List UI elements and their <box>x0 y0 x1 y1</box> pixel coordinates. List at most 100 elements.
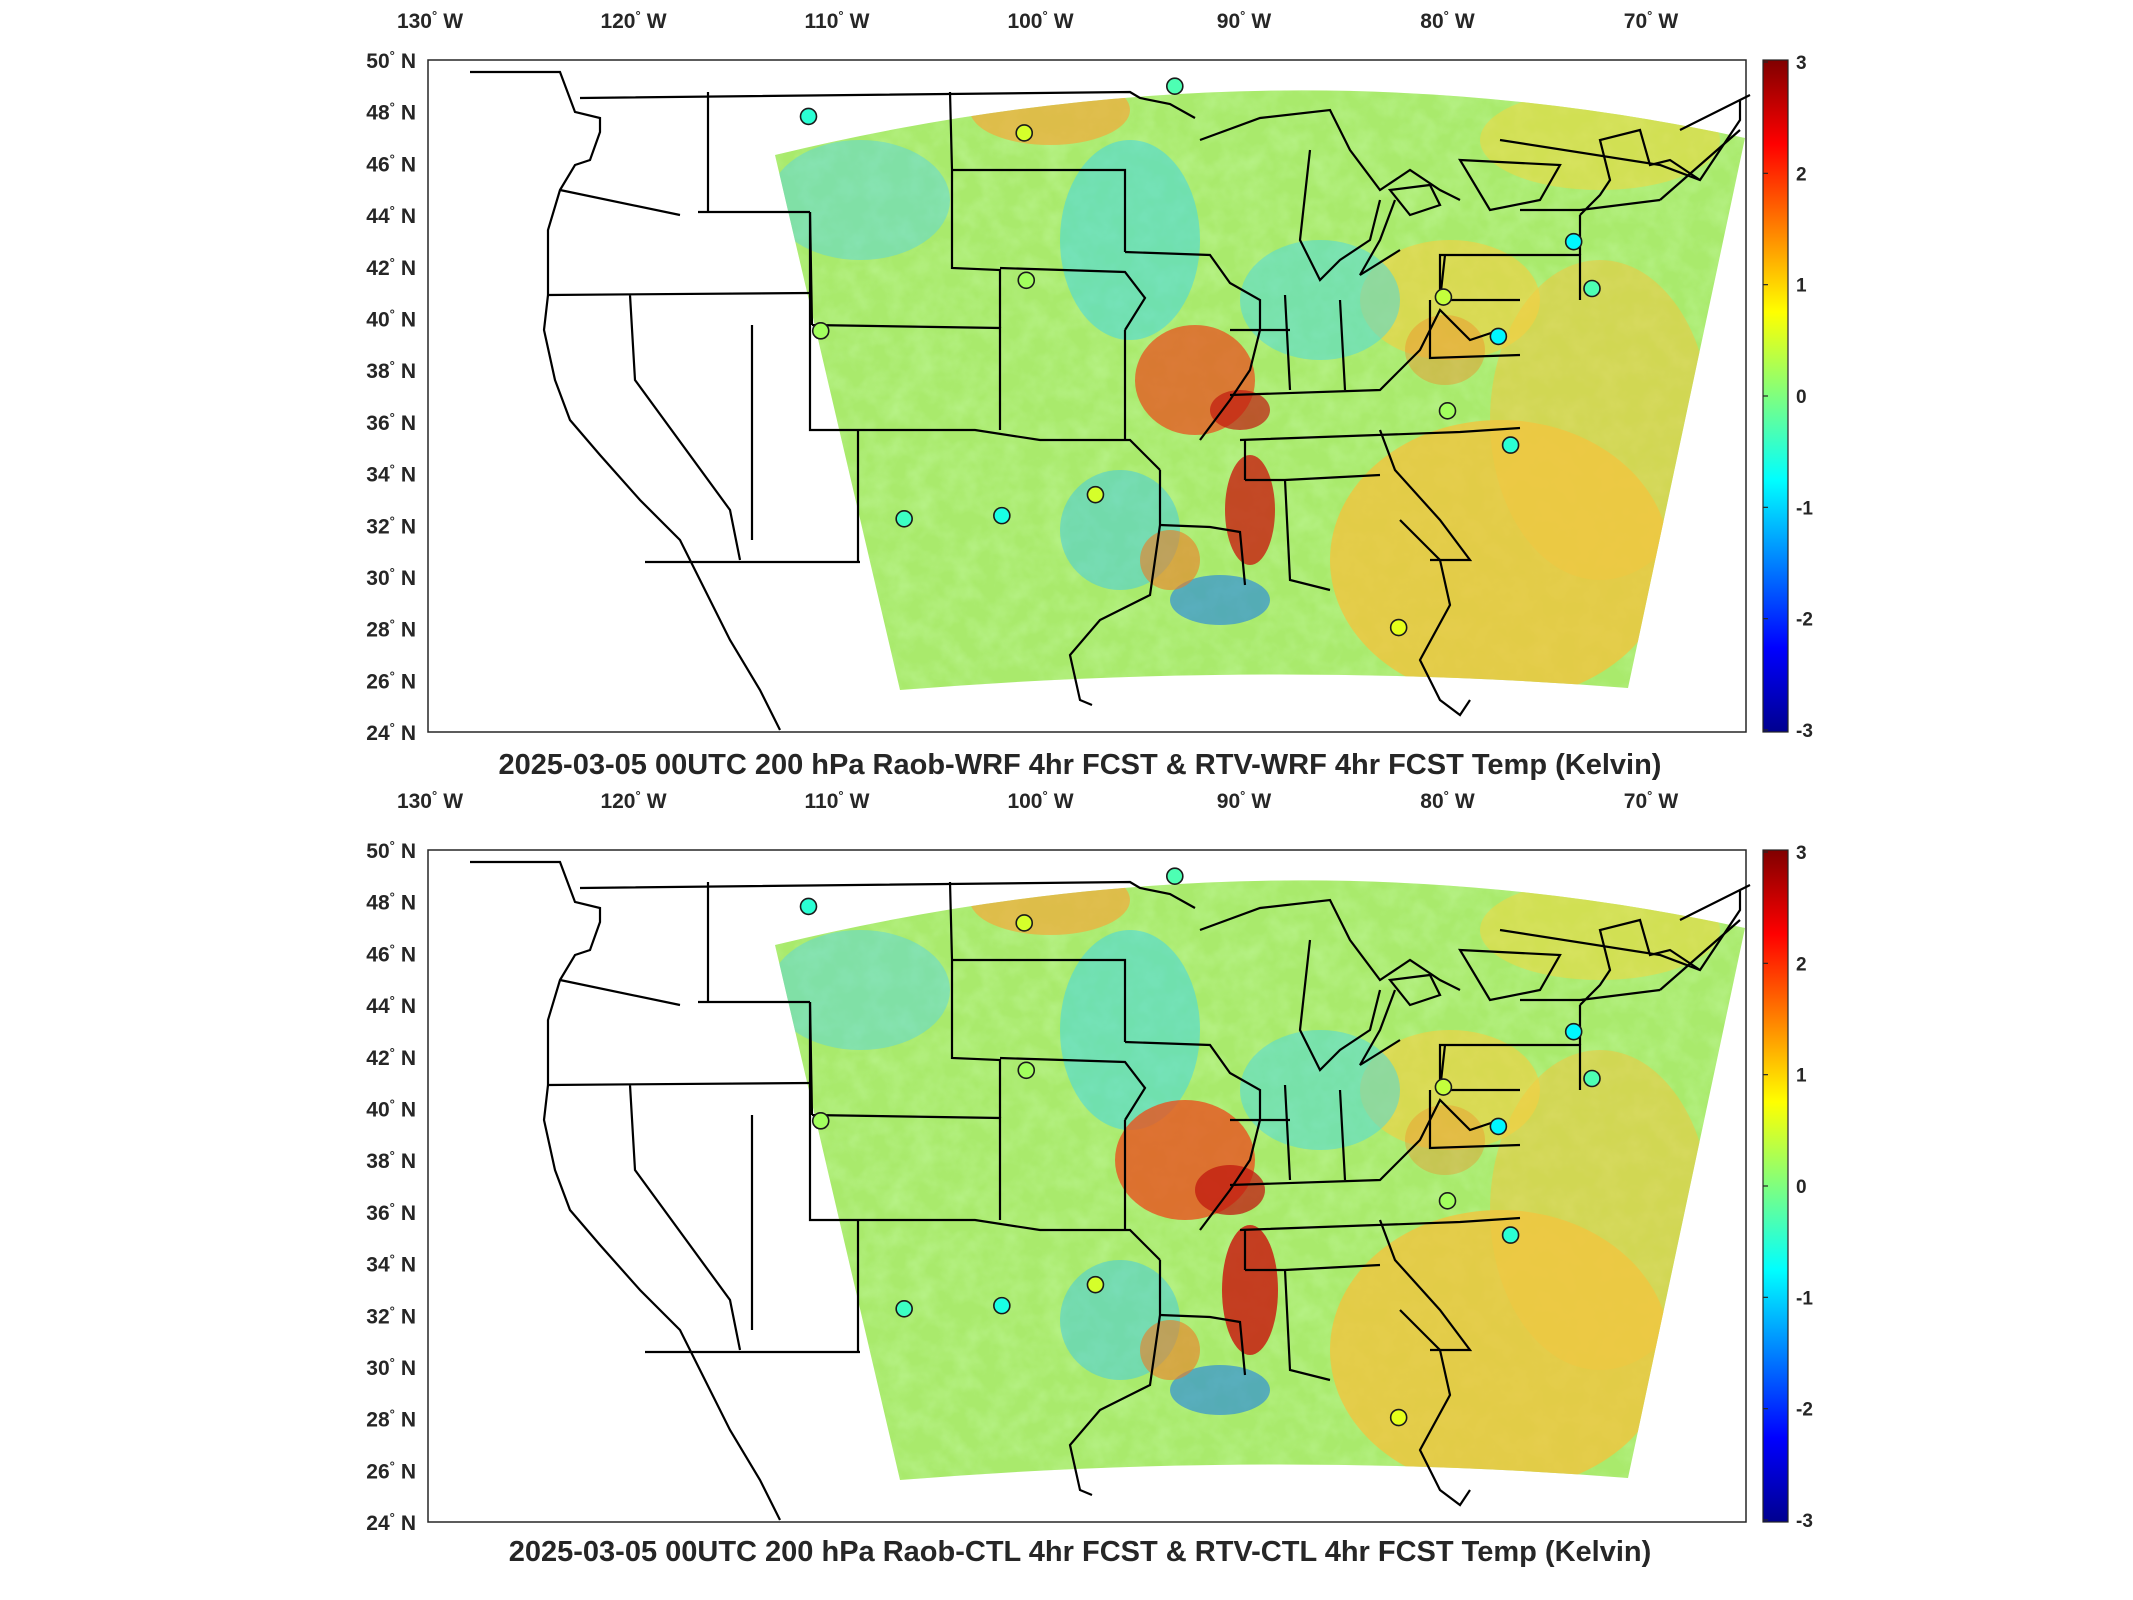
colorbar-tick-label: -2 <box>1796 1400 1813 1421</box>
raob-station-marker <box>1489 1117 1508 1136</box>
colorbar-tick-label: -1 <box>1796 1288 1813 1309</box>
lat-degree: 50 <box>366 840 389 863</box>
lat-label: 44° N <box>366 993 416 1018</box>
raob-station-marker <box>895 509 913 528</box>
lat-hemisphere: N <box>401 1150 416 1173</box>
raob-station-marker <box>1086 1275 1105 1294</box>
lat-label: 32° N <box>366 513 416 538</box>
lat-label: 38° N <box>366 1148 416 1173</box>
degree-symbol: ° <box>1240 8 1245 23</box>
lat-label: 50° N <box>366 48 416 73</box>
lat-hemisphere: N <box>401 1047 416 1070</box>
raob-station-marker <box>1434 1078 1453 1096</box>
degree-symbol: ° <box>838 788 843 803</box>
lon-degree: 90 <box>1217 790 1240 813</box>
degree-symbol: ° <box>390 617 395 632</box>
raob-station-marker <box>1489 327 1508 346</box>
degree-symbol: ° <box>390 151 395 166</box>
colorbar-tick-label: -3 <box>1796 721 1813 742</box>
lon-label: 130° W <box>397 788 463 813</box>
lon-hemisphere: W <box>647 790 667 813</box>
lat-label: 36° N <box>366 410 416 435</box>
lon-degree: 70 <box>1624 790 1647 813</box>
raob-station-marker <box>1438 402 1457 420</box>
lat-degree: 30 <box>366 1357 389 1380</box>
lat-degree: 46 <box>366 943 389 966</box>
raob-station-marker <box>1583 1069 1601 1088</box>
raob-station-marker <box>1564 232 1583 251</box>
raob-station-marker <box>1501 1226 1520 1244</box>
lat-degree: 28 <box>366 619 390 642</box>
lat-hemisphere: N <box>401 50 416 73</box>
colorbar-tick-label: 0 <box>1796 387 1807 408</box>
lat-degree: 32 <box>366 1305 389 1328</box>
degree-symbol: ° <box>1647 8 1652 23</box>
lon-hemisphere: W <box>1658 10 1678 33</box>
raob-station-marker <box>1434 288 1453 306</box>
degree-symbol: ° <box>390 513 395 528</box>
lat-degree: 34 <box>366 1254 390 1277</box>
raob-station-marker <box>1086 485 1105 504</box>
lat-hemisphere: N <box>401 943 416 966</box>
lat-hemisphere: N <box>401 1202 416 1225</box>
lon-label: 100° W <box>1007 788 1073 813</box>
lon-degree: 130 <box>397 790 432 813</box>
lat-label: 50° N <box>366 838 416 863</box>
raob-station-marker <box>1389 618 1408 637</box>
colorbar-ticks: 3 2 1 0 -1 -2 -3 <box>1763 53 1813 742</box>
lat-hemisphere: N <box>401 205 416 228</box>
boundaries <box>470 70 1751 731</box>
lat-label: 26° N <box>366 668 416 693</box>
lon-label: 110° W <box>805 8 870 33</box>
lon-hemisphere: W <box>647 10 667 33</box>
lon-label: 70° W <box>1624 788 1679 813</box>
lat-hemisphere: N <box>401 515 416 538</box>
degree-symbol: ° <box>1043 788 1048 803</box>
lat-label: 40° N <box>366 1097 416 1122</box>
raob-station-marker <box>993 1296 1011 1315</box>
lon-hemisphere: W <box>1054 790 1074 813</box>
lat-degree: 28 <box>366 1409 390 1432</box>
degree-symbol: ° <box>1444 788 1449 803</box>
lat-hemisphere: N <box>401 619 416 642</box>
raob-station-marker <box>1166 77 1184 96</box>
lon-label: 120° W <box>600 788 666 813</box>
lat-hemisphere: N <box>401 412 416 435</box>
lat-hemisphere: N <box>401 1512 416 1535</box>
lat-label: 36° N <box>366 1200 416 1225</box>
degree-symbol: ° <box>390 565 395 580</box>
lat-label: 44° N <box>366 203 416 228</box>
degree-symbol: ° <box>390 1252 395 1267</box>
lon-label: 70° W <box>1624 8 1679 33</box>
degree-symbol: ° <box>432 788 437 803</box>
degree-symbol: ° <box>390 48 395 63</box>
colorbar-tick-label: -2 <box>1796 610 1813 631</box>
lon-label: 80° W <box>1420 8 1475 33</box>
lat-degree: 34 <box>366 464 390 487</box>
lon-degree: 80 <box>1420 790 1443 813</box>
station-markers <box>799 77 1601 637</box>
raob-station-marker <box>811 1112 830 1130</box>
lon-label: 100° W <box>1007 8 1073 33</box>
lon-hemisphere: W <box>1251 10 1271 33</box>
temperature-field <box>775 90 1745 690</box>
lat-label: 26° N <box>366 1458 416 1483</box>
longitude-labels: 130° W 120° W 110° W 100° W 90° W 80° W 70° W <box>397 8 1678 33</box>
raob-station-marker <box>1389 1408 1408 1427</box>
latitude-labels: 50° N48° N46° N44° N42° N40° N38° N36° N34° N32° N… <box>366 48 416 745</box>
raob-station-marker <box>1564 1022 1583 1041</box>
lat-degree: 42 <box>366 257 389 280</box>
lon-label: 130° W <box>397 8 463 33</box>
raob-station-marker <box>799 897 818 916</box>
lat-hemisphere: N <box>401 722 416 745</box>
colorbar-tick-label: 0 <box>1796 1177 1807 1198</box>
lat-degree: 36 <box>366 1202 389 1225</box>
lat-label: 46° N <box>366 151 416 176</box>
lat-label: 30° N <box>366 565 416 590</box>
lat-hemisphere: N <box>401 1254 416 1277</box>
lon-degree: 80 <box>1420 10 1443 33</box>
lon-degree: 110 <box>805 790 839 813</box>
lat-hemisphere: N <box>401 1460 416 1483</box>
lat-hemisphere: N <box>401 567 416 590</box>
lat-label: 30° N <box>366 1355 416 1380</box>
